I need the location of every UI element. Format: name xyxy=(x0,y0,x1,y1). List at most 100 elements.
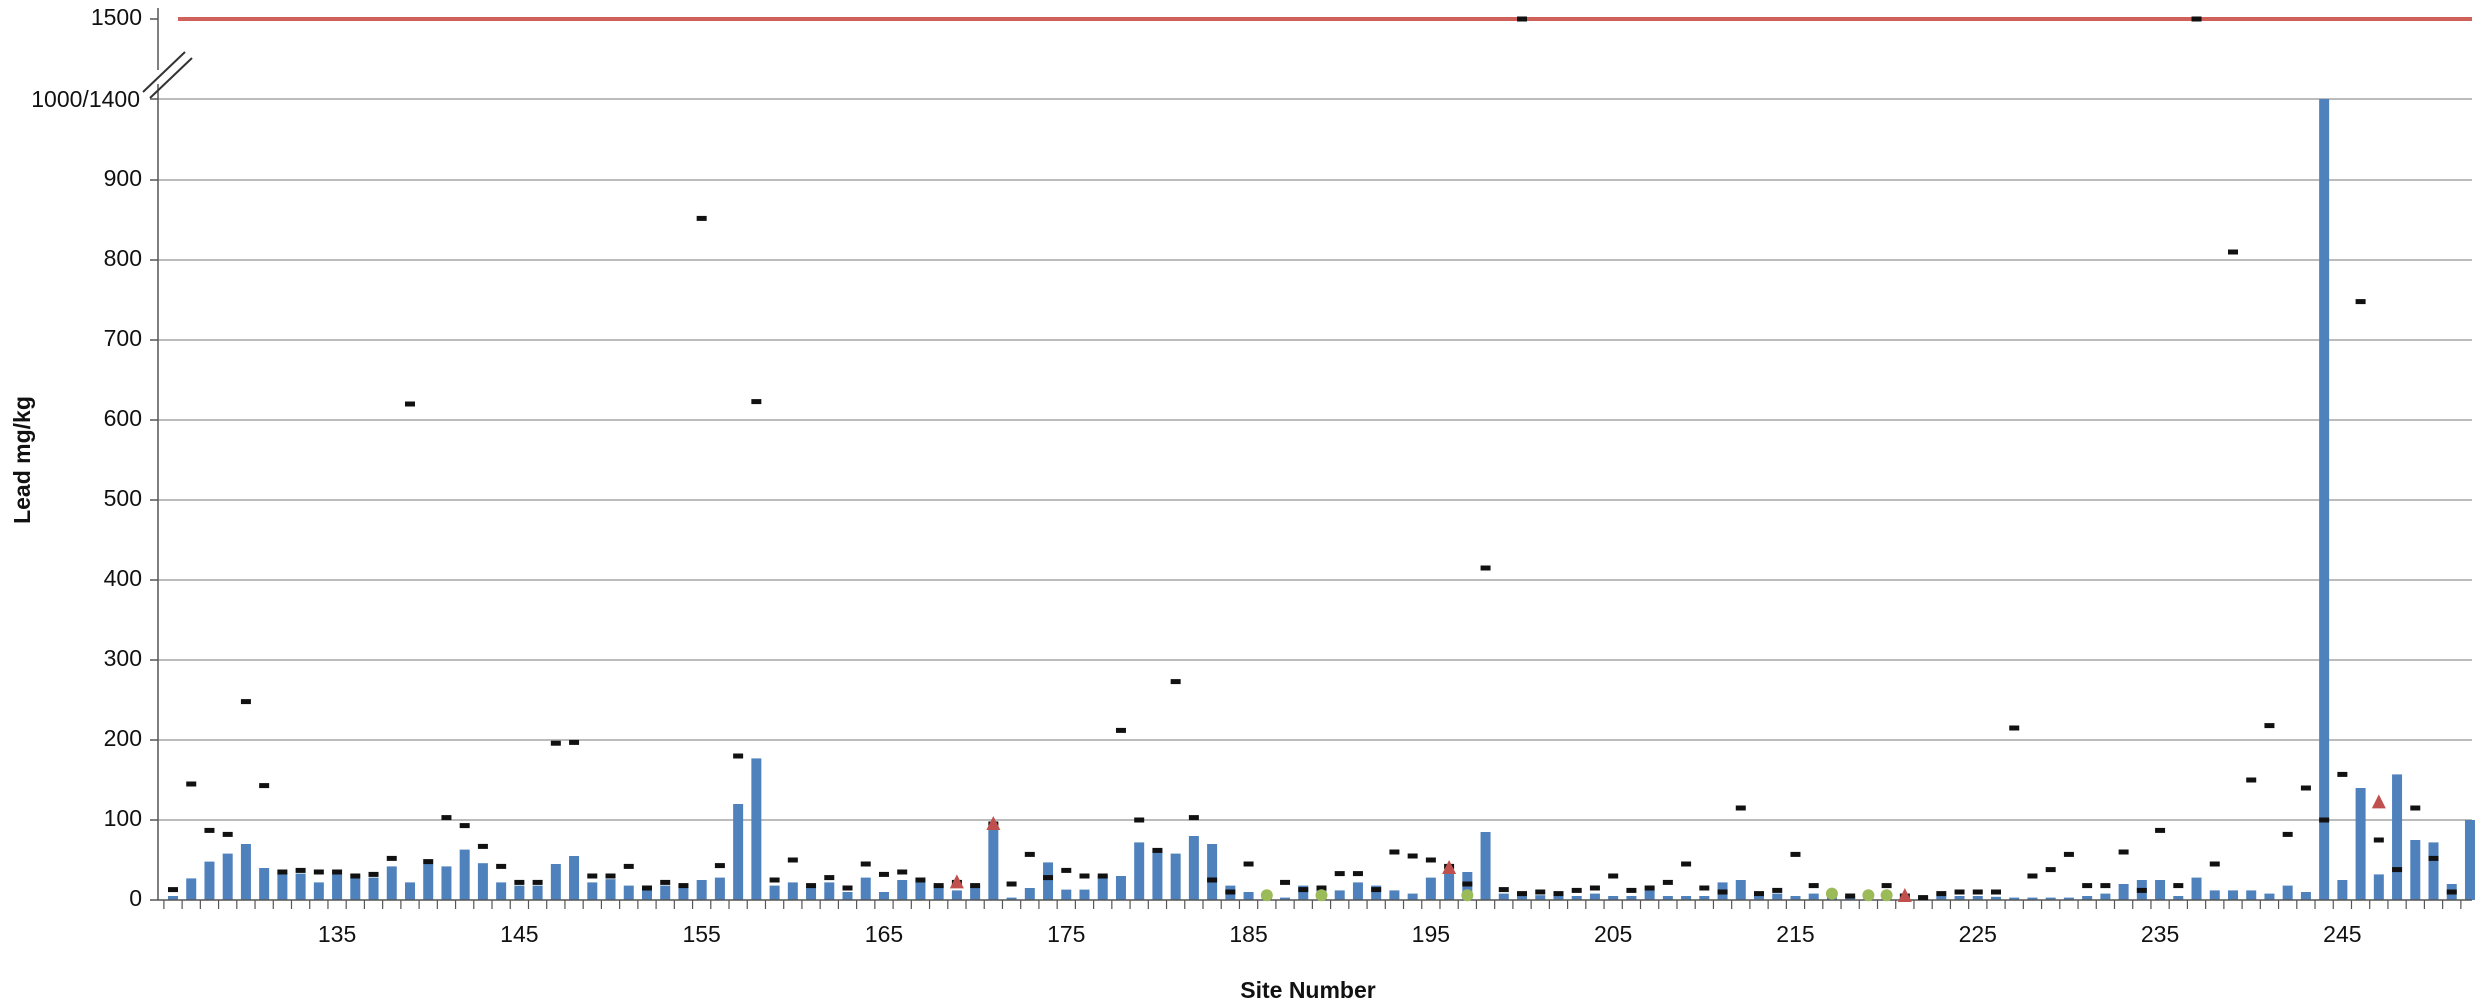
circle-marker xyxy=(1461,889,1474,902)
dash-marker xyxy=(259,783,270,789)
dash-marker xyxy=(2319,817,2330,823)
dash-marker xyxy=(1115,727,1126,733)
circle-marker xyxy=(1315,889,1328,902)
y-tick-label: 900 xyxy=(104,165,142,191)
bar xyxy=(1644,890,1655,900)
bar xyxy=(2282,885,2293,900)
dash-marker xyxy=(1316,885,1327,891)
dash-marker xyxy=(1535,889,1546,895)
bar xyxy=(1115,876,1126,900)
dash-marker xyxy=(1954,889,1965,895)
dash-marker xyxy=(2082,883,2093,889)
bar xyxy=(1444,869,1455,900)
dash-marker xyxy=(1188,815,1199,821)
dash-marker xyxy=(350,873,361,879)
dash-marker xyxy=(1662,879,1673,885)
dash-marker xyxy=(1407,853,1418,859)
dash-marker xyxy=(222,831,233,837)
bar xyxy=(1936,896,1947,900)
y-tick-label-break: 1000/1400 xyxy=(31,86,140,112)
bar xyxy=(2009,897,2020,900)
bar xyxy=(2246,890,2257,900)
bar xyxy=(587,882,598,900)
y-tick-label: 0 xyxy=(129,885,142,911)
dash-marker xyxy=(2355,299,2366,305)
bar xyxy=(2191,877,2202,900)
dash-marker xyxy=(1717,889,1728,895)
dash-marker xyxy=(605,873,616,879)
bar xyxy=(1407,893,1418,900)
circle-marker xyxy=(1260,889,1273,902)
bar xyxy=(1352,882,1363,900)
dash-marker xyxy=(1754,891,1765,897)
bar xyxy=(532,885,543,900)
circle-marker xyxy=(1825,887,1838,900)
bar-series xyxy=(168,99,2475,900)
dash-marker xyxy=(1389,849,1400,855)
dash-marker xyxy=(696,215,707,221)
bar xyxy=(1188,836,1199,900)
dash-marker xyxy=(1936,891,1947,897)
x-tick-label: 135 xyxy=(318,921,356,947)
dash-marker xyxy=(2246,777,2257,783)
dash-marker xyxy=(1571,887,1582,893)
bar xyxy=(897,880,908,900)
bar xyxy=(769,885,780,900)
dash-marker xyxy=(1334,871,1345,877)
dash-marker xyxy=(441,815,452,821)
y-tick-label: 700 xyxy=(104,325,142,351)
bar xyxy=(623,885,634,900)
bar xyxy=(441,866,452,900)
bar xyxy=(2300,892,2311,900)
dash-marker xyxy=(332,869,343,875)
bar xyxy=(1790,896,1801,900)
gridlines xyxy=(158,98,2472,821)
dash-marker xyxy=(1152,847,1163,853)
bar xyxy=(1170,853,1181,900)
bar xyxy=(1662,896,1673,900)
bar xyxy=(1298,885,1309,900)
bar xyxy=(1134,842,1145,900)
dash-marker xyxy=(824,875,835,881)
bar xyxy=(1207,844,1218,900)
dash-marker xyxy=(1043,875,1054,881)
dash-marker xyxy=(1626,887,1637,893)
bar xyxy=(787,882,798,900)
dash-marker xyxy=(2300,785,2311,791)
dash-marker xyxy=(2337,771,2348,777)
dash-marker xyxy=(423,859,434,865)
dash-marker xyxy=(806,883,817,889)
dash-marker xyxy=(2063,851,2074,857)
bar xyxy=(514,885,525,900)
dash-marker xyxy=(168,887,178,893)
bar xyxy=(714,877,725,900)
bar xyxy=(951,890,962,900)
dash-marker xyxy=(2209,861,2220,867)
dash-marker xyxy=(970,883,981,889)
x-tick-label: 145 xyxy=(500,921,538,947)
axis-break-mark xyxy=(142,51,193,99)
bar xyxy=(1754,893,1765,900)
bar xyxy=(2155,880,2166,900)
bar xyxy=(1808,893,1819,900)
x-tick-label: 185 xyxy=(1229,921,1267,947)
bar xyxy=(386,866,397,900)
bar xyxy=(733,804,744,900)
bar xyxy=(1535,895,1546,900)
bar xyxy=(2264,893,2275,900)
bar xyxy=(878,892,889,900)
x-ticks: 135 145 155 165 175 185 195 205 215 225 235 245 xyxy=(163,900,2462,947)
bar xyxy=(660,885,671,900)
dash-marker xyxy=(1024,851,1035,857)
bar xyxy=(1517,893,1528,900)
bar xyxy=(1024,888,1035,900)
bar xyxy=(2392,774,2403,900)
dash-marker xyxy=(1061,867,1072,873)
dash-marker xyxy=(787,857,798,863)
dash-marker xyxy=(1589,885,1600,891)
x-tick-label: 245 xyxy=(2323,921,2361,947)
bar xyxy=(1097,876,1108,900)
bar xyxy=(1772,893,1783,900)
dash-marker xyxy=(1517,891,1528,897)
bar xyxy=(2428,842,2439,900)
